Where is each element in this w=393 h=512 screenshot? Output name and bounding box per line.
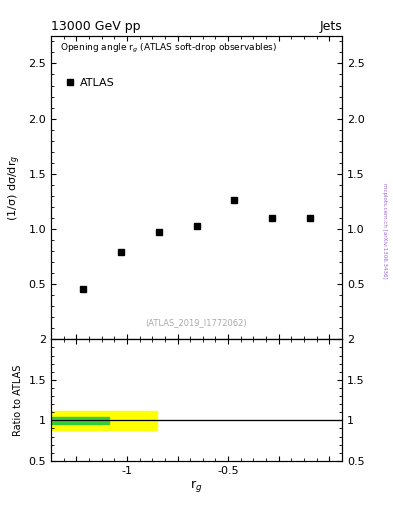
Legend: ATLAS: ATLAS [65, 78, 115, 88]
ATLAS [80, 286, 85, 292]
Line: ATLAS: ATLAS [80, 198, 313, 291]
Y-axis label: (1/σ) dσ/dr$_g$: (1/σ) dσ/dr$_g$ [7, 155, 23, 221]
Text: 13000 GeV pp: 13000 GeV pp [51, 20, 141, 33]
Text: Jets: Jets [319, 20, 342, 33]
Bar [51, 411, 157, 430]
ATLAS [270, 215, 275, 221]
ATLAS [194, 223, 199, 229]
Text: mcplots.cern.ch [arXiv:1306.3436]: mcplots.cern.ch [arXiv:1306.3436] [382, 183, 387, 278]
Bar [51, 417, 109, 423]
ATLAS [308, 215, 313, 221]
ATLAS [232, 197, 237, 203]
ATLAS [118, 248, 123, 254]
Text: Opening angle r$_g$ (ATLAS soft-drop observables): Opening angle r$_g$ (ATLAS soft-drop obs… [60, 42, 277, 55]
ATLAS [156, 229, 161, 236]
Text: (ATLAS_2019_I1772062): (ATLAS_2019_I1772062) [146, 318, 247, 327]
X-axis label: r$_g$: r$_g$ [190, 478, 203, 495]
Y-axis label: Ratio to ATLAS: Ratio to ATLAS [13, 365, 23, 436]
